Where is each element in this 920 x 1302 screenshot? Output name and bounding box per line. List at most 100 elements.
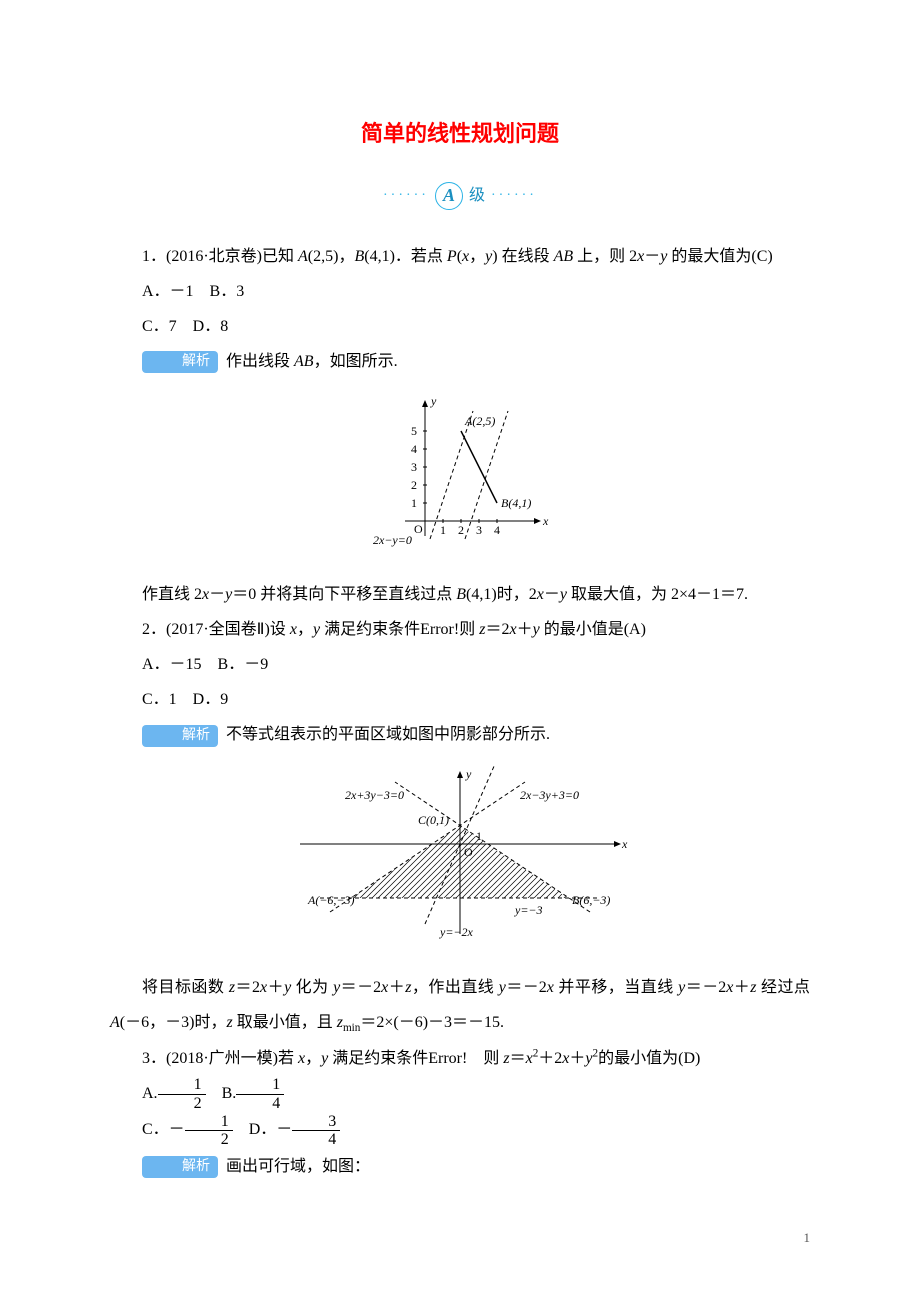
q3-od-d: 4 (292, 1131, 340, 1149)
q3-oa-n: 1 (158, 1076, 206, 1095)
q1-jx-b: ，如图所示. (314, 353, 398, 370)
fig2-y: y (465, 767, 472, 781)
fig1-xt3: 3 (476, 523, 482, 537)
fig2-one: 1 (476, 829, 482, 843)
q3-t4: ＝ (510, 1050, 526, 1067)
q3-optAB: A.12 B.14 (110, 1076, 810, 1112)
q1-ec: ＝0 并将其向下平移至直线过点 (232, 586, 456, 603)
q1-ed: (4,1)时，2 (466, 586, 537, 603)
q2-eg: ，作出直线 (411, 979, 498, 996)
fig2-l1: 2x+3y−3=0 (345, 788, 404, 802)
q2-ec: ＋ (267, 979, 284, 996)
q1-t5: ， (469, 248, 485, 265)
fig2-A: A(−6,−3) (307, 893, 355, 907)
figure-1: x y O 1 2 3 4 5 1 2 3 4 A(2,5) (110, 391, 810, 564)
q1-jiexi-line: 解析 作出线段 AB，如图所示. (110, 344, 810, 379)
q1-t7: 上，则 2 (573, 248, 637, 265)
q3-t6: ＋ (569, 1050, 585, 1067)
page-title: 简单的线性规划问题 (110, 110, 810, 158)
fig2-C: C(0,1) (418, 813, 449, 827)
q3-t7: 的最小值为(D) (598, 1050, 700, 1067)
fig2-x: x (621, 837, 628, 851)
fig2-l2: 2x−3y+3=0 (520, 788, 579, 802)
fig1-yt5: 5 (411, 424, 417, 438)
q1-t1: 1．(2016·北京卷)已知 (142, 248, 298, 265)
fig1-B: B(4,1) (501, 496, 531, 510)
q1-t8: － (644, 248, 660, 265)
q3-jiexi-line: 解析 画出可行域，如图： (110, 1149, 810, 1184)
q2-ef: ＋ (388, 979, 405, 996)
q2-eb: ＝2 (235, 979, 260, 996)
q3-oc: C．－ (142, 1121, 185, 1138)
q3-od: D．－ (233, 1121, 293, 1138)
fig1-yt3: 3 (411, 460, 417, 474)
q3-oa-d: 2 (158, 1095, 206, 1113)
q3-oc-d: 2 (185, 1131, 233, 1149)
q1-optA: A．－1 B．3 (110, 274, 810, 309)
q2-t5: ＋ (517, 621, 533, 638)
q2-t1: 2．(2017·全国卷Ⅱ)设 (142, 621, 290, 638)
q2-t4: ＝2 (485, 621, 509, 638)
q2-t6: 的最小值是(A) (540, 621, 646, 638)
fig1-yt2: 2 (411, 478, 417, 492)
level-word: 级 (469, 178, 485, 213)
q3-od-n: 3 (292, 1113, 340, 1132)
fig2-B: B(6,−3) (572, 893, 610, 907)
q2-t3: 满足约束条件Error!则 (320, 621, 479, 638)
jiexi-badge: 解析 (142, 351, 218, 373)
q3-oc-n: 1 (185, 1113, 233, 1132)
q1-t9: 的最大值为(C) (667, 248, 772, 265)
q2-t2: ， (297, 621, 313, 638)
jiexi-badge: 解析 (142, 725, 218, 747)
q2-optC: C．1 D．9 (110, 682, 810, 717)
q1-eb: － (209, 586, 225, 603)
q1-ef: 取最大值，为 2×4－1＝7. (567, 586, 748, 603)
fig1-line: 2x−y=0 (373, 533, 412, 547)
q2-em: (－6，－3)时， (120, 1014, 227, 1031)
jiexi-badge: 解析 (142, 1156, 218, 1178)
fig1-xt4: 4 (494, 523, 500, 537)
q3-stem: 3．(2018·广州一模)若 x，y 满足约束条件Error! 则 z＝x2＋2… (110, 1041, 810, 1076)
q1-ea: 作直线 2 (142, 586, 202, 603)
q2-el: 经过点 (757, 979, 810, 996)
q1-expl: 作直线 2x－y＝0 并将其向下平移至直线过点 B(4,1)时，2x－y 取最大… (110, 577, 810, 612)
level-badge: ······ A 级 ······ (110, 178, 810, 213)
q2-ee: ＝－2 (340, 979, 381, 996)
fig1-x: x (542, 514, 549, 528)
fig1-A: A(2,5) (464, 414, 495, 428)
q2-ea: 将目标函数 (142, 979, 229, 996)
q3-optCD: C．－12 D．－34 (110, 1112, 810, 1148)
fig1-xt1: 1 (440, 523, 446, 537)
q2-jx: 不等式组表示的平面区域如图中阴影部分所示. (226, 726, 550, 743)
dots-left: ······ (383, 181, 429, 212)
q3-oa: A. (142, 1085, 158, 1102)
q1-jx-a: 作出线段 (226, 353, 294, 370)
fig2-yeq: y=−3 (514, 903, 543, 917)
fig1-xt2: 2 (458, 523, 464, 537)
q3-t3: 满足约束条件Error! 则 (328, 1050, 503, 1067)
q3-ob-n: 1 (236, 1076, 284, 1095)
q2-jiexi-line: 解析 不等式组表示的平面区域如图中阴影部分所示. (110, 717, 810, 752)
q1-ee: － (544, 586, 560, 603)
fig1-y: y (430, 394, 437, 408)
fig1-O: O (414, 522, 423, 536)
q2-ed: 化为 (291, 979, 333, 996)
q2-ek: ＋ (733, 979, 750, 996)
q2-expl: 将目标函数 z＝2x＋y 化为 y＝－2x＋z，作出直线 y＝－2x 并平移，当… (110, 970, 810, 1041)
page-number: 1 (110, 1224, 810, 1253)
fig1-yt4: 4 (411, 442, 417, 456)
figure-2: x y O 2x+3y−3=0 2x−3y+3=0 C(0,1) 1 A(−6,… (110, 764, 810, 957)
q3-t1: 3．(2018·广州一模)若 (142, 1050, 298, 1067)
fig1-yt1: 1 (411, 496, 417, 510)
q1-t3: (4,1)．若点 (364, 248, 447, 265)
q1-t6: ) 在线段 (492, 248, 553, 265)
level-circle: A (435, 182, 463, 210)
q3-t5: ＋2 (538, 1050, 562, 1067)
q2-en: 取最小值，且 (233, 1014, 337, 1031)
q2-stem: 2．(2017·全国卷Ⅱ)设 x，y 满足约束条件Error!则 z＝2x＋y … (110, 612, 810, 647)
q2-eo: ＝2×(－6)－3＝－15. (360, 1014, 504, 1031)
q3-jx: 画出可行域，如图： (226, 1158, 370, 1175)
q1-t2: (2,5)， (308, 248, 355, 265)
q3-ob: B. (206, 1085, 237, 1102)
q1-stem: 1．(2016·北京卷)已知 A(2,5)，B(4,1)．若点 P(x，y) 在… (110, 239, 810, 274)
